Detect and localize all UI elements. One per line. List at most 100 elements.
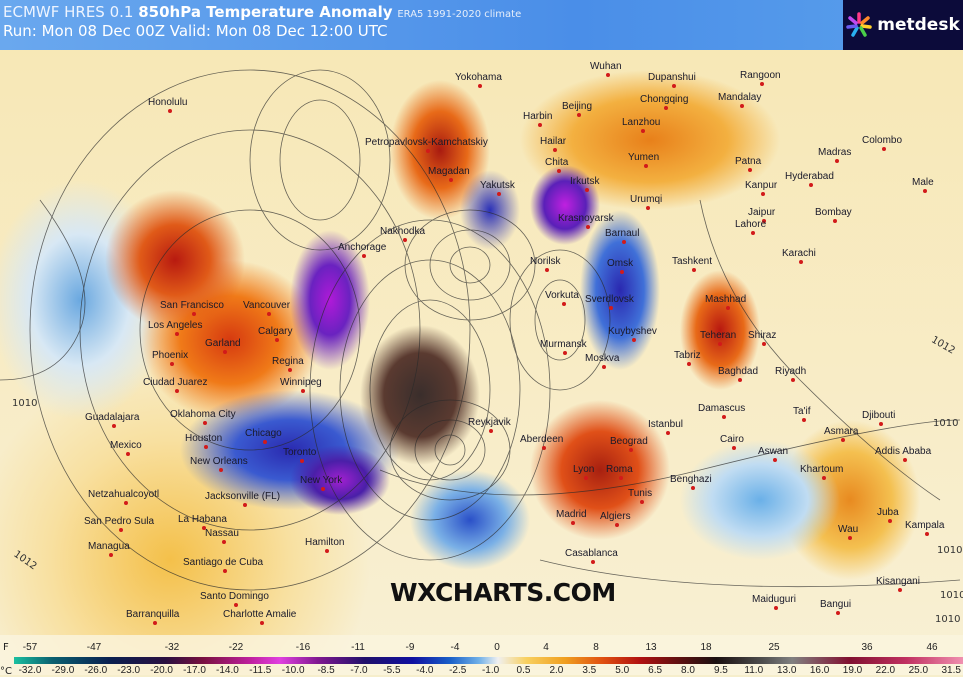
city-label: La Habana: [178, 514, 227, 530]
city-label: Krasnoyarsk: [558, 213, 614, 229]
climate-reference: ERA5 1991-2020 climate: [397, 9, 522, 20]
metdesk-logo[interactable]: metdesk: [843, 0, 963, 50]
city-label: Tabriz: [674, 350, 701, 366]
fahrenheit-tick-label: 13: [645, 642, 657, 653]
city-label: Lanzhou: [622, 117, 661, 133]
city-label: Ta'if: [793, 406, 811, 422]
city-label: Ciudad Juarez: [143, 377, 208, 393]
city-label: Charlotte Amalie: [223, 609, 297, 625]
city-label: Sverdlovsk: [585, 294, 634, 310]
city-label: Hyderabad: [785, 171, 834, 187]
city-label: Cairo: [720, 434, 744, 450]
city-label: Karachi: [782, 248, 816, 264]
city-label: Yakutsk: [480, 180, 515, 196]
city-label: Mandalay: [718, 92, 762, 108]
city-label: Norilsk: [530, 256, 561, 272]
city-label: Magadan: [428, 166, 470, 182]
celsius-tick-label: -26.0: [84, 665, 108, 676]
city-label: Roma: [606, 464, 633, 480]
city-label: Jaipur: [748, 207, 776, 223]
celsius-tick-label: -11.5: [249, 665, 272, 676]
wxcharts-watermark: WXCHARTS.COM: [390, 578, 616, 607]
city-label: Chicago: [245, 428, 282, 444]
city-label: Damascus: [698, 403, 746, 419]
city-label: Moskva: [585, 353, 620, 369]
city-label: Lyon: [573, 464, 595, 480]
celsius-tick-label: -8.5: [317, 665, 335, 676]
model-name: ECMWF HRES 0.1: [3, 3, 134, 21]
city-label: Istanbul: [648, 419, 684, 435]
city-label: Madras: [818, 147, 852, 163]
city-label: Garland: [205, 338, 241, 354]
celsius-tick-label: -14.0: [215, 665, 239, 676]
fahrenheit-tick-label: 4: [543, 642, 549, 653]
city-label: Vancouver: [243, 300, 291, 316]
city-label: Wuhan: [590, 61, 622, 77]
celsius-tick-label: -1.0: [481, 665, 500, 676]
city-label: Tunis: [628, 488, 653, 504]
city-label: Beijing: [562, 101, 593, 117]
celsius-tick-label: 0.5: [516, 665, 531, 676]
city-label: Beograd: [610, 436, 648, 452]
city-label: Chongqing: [640, 94, 689, 110]
city-label: Maiduguri: [752, 594, 796, 610]
celsius-tick-label: 2.0: [549, 665, 564, 676]
city-label: Reykjavik: [468, 417, 511, 433]
celsius-tick-label: 16.0: [809, 665, 830, 676]
city-label: Honolulu: [148, 97, 188, 113]
asterisk-star-icon: [846, 12, 872, 37]
chart-header: ECMWF HRES 0.1 850hPa Temperature Anomal…: [0, 0, 963, 50]
fahrenheit-unit: F: [3, 642, 9, 653]
fahrenheit-tick-label: -47: [86, 642, 102, 653]
city-label: Vorkuta: [545, 290, 579, 306]
celsius-tick-label: 9.5: [713, 665, 728, 676]
isobar-label: 1010: [12, 398, 38, 409]
city-label: Nakhodka: [380, 226, 426, 242]
isobar-label: 1010: [935, 614, 961, 625]
celsius-tick-label: -17.0: [183, 665, 206, 676]
fahrenheit-tick-label: -11: [351, 642, 365, 653]
celsius-tick-label: -4.0: [416, 665, 434, 676]
celsius-tick-label: 11.0: [744, 665, 764, 676]
celsius-unit: °C: [0, 666, 12, 677]
chart-title: ECMWF HRES 0.1 850hPa Temperature Anomal…: [3, 3, 521, 21]
fahrenheit-tick-label: -22: [228, 642, 244, 653]
celsius-tick-label: -7.0: [350, 665, 368, 676]
city-label: Chita: [545, 157, 569, 173]
city-label: Dupanshui: [648, 72, 696, 88]
city-label: Riyadh: [775, 366, 807, 382]
city-label: Shiraz: [748, 330, 777, 346]
fahrenheit-tick-label: -9: [405, 642, 415, 653]
city-label: Houston: [185, 433, 223, 449]
fahrenheit-tick-label: 0: [494, 642, 500, 653]
city-label: Kampala: [905, 520, 945, 536]
celsius-tick-label: 5.0: [615, 665, 630, 676]
city-label: Los Angeles: [148, 320, 203, 336]
city-label: Aberdeen: [520, 434, 564, 450]
fahrenheit-tick-label: 36: [861, 642, 873, 653]
celsius-tick-label: 22.0: [875, 665, 896, 676]
celsius-tick-label: 6.5: [648, 665, 663, 676]
city-label: Aswan: [758, 446, 789, 462]
city-label: Madrid: [556, 509, 587, 525]
city-label: Hamilton: [305, 537, 345, 553]
city-label: Winnipeg: [280, 377, 322, 393]
city-label: Male: [912, 177, 934, 193]
city-label: Harbin: [523, 111, 553, 127]
city-label: Hailar: [540, 136, 567, 152]
city-label: Baghdad: [718, 366, 759, 382]
fahrenheit-tick-label: 46: [926, 642, 938, 653]
city-label: Casablanca: [565, 548, 618, 564]
city-label: Santiago de Cuba: [183, 557, 264, 573]
city-label: Algiers: [600, 511, 631, 527]
city-label: Djibouti: [862, 410, 896, 426]
city-label: Benghazi: [670, 474, 712, 490]
celsius-tick-label: 13.0: [776, 665, 797, 676]
celsius-tick-label: 3.5: [582, 665, 597, 676]
city-label: Wau: [838, 524, 859, 540]
city-label: Anchorage: [338, 242, 387, 258]
celsius-tick-label: -5.5: [383, 665, 401, 676]
isobar-label: 1010: [940, 590, 963, 601]
color-bar: [14, 657, 963, 664]
